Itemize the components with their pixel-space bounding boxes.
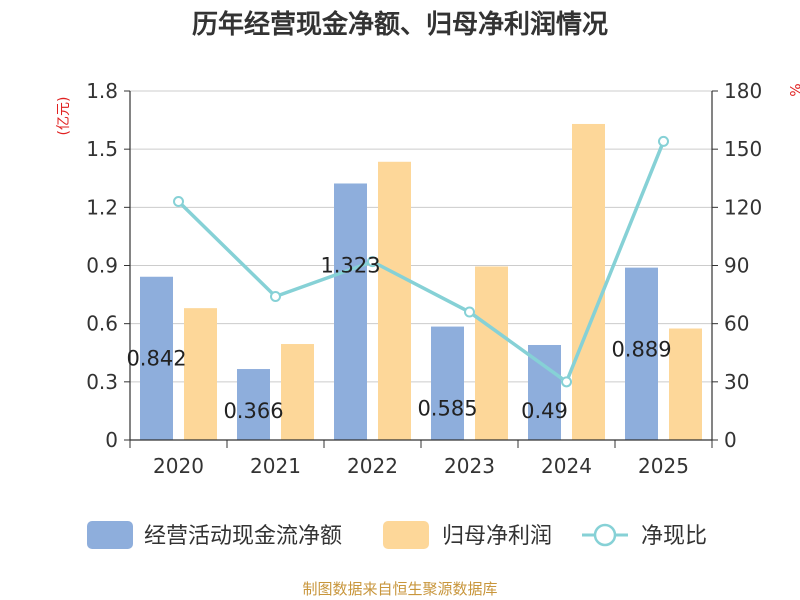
bar-cash-flow — [140, 276, 173, 440]
data-label-cash-flow: 1.323 — [320, 253, 380, 277]
left-axis-tick-label: 1.2 — [86, 195, 118, 219]
right-axis-tick-label: 0 — [724, 428, 737, 452]
right-axis-unit: % — [786, 83, 800, 96]
right-axis-tick-label: 30 — [724, 370, 749, 394]
legend-label-ratio: 净现比 — [641, 524, 707, 549]
bar-cash-flow — [334, 183, 367, 441]
data-labels: 0.842 0.366 1.323 0.585 0.49 0.889 — [126, 253, 671, 423]
ratio-point — [561, 376, 572, 388]
ratio-line-path — [177, 140, 666, 385]
bar-cash-flow — [237, 369, 270, 440]
axes: 0 0.3 0.6 0.9 1.2 1.5 1.8 0 30 60 90 120 150 180 2020 2… — [86, 79, 762, 478]
ratio-point — [270, 291, 281, 303]
bar-net-profit — [184, 308, 217, 440]
bar-net-profit — [378, 161, 411, 440]
left-axis-tick-label: 1.5 — [86, 137, 118, 161]
right-axis-tick-label: 60 — [724, 312, 749, 336]
data-label-cash-flow: 0.585 — [417, 397, 477, 421]
legend-marker-ratio — [593, 523, 617, 547]
ratio-line — [173, 135, 669, 388]
bar-cash-flow — [431, 326, 464, 440]
x-axis-tick-label: 2023 — [444, 454, 495, 478]
left-axis-tick-label: 0 — [105, 428, 118, 452]
legend-label-cash-flow: 经营活动现金流净额 — [144, 524, 342, 549]
x-axis-tick-label: 2020 — [153, 454, 204, 478]
ratio-point — [173, 196, 184, 208]
left-axis-tick-label: 1.8 — [86, 79, 118, 103]
ratio-point — [658, 135, 669, 147]
data-label-cash-flow: 0.49 — [521, 399, 568, 423]
ratio-point — [464, 306, 475, 318]
right-axis-tick-label: 150 — [724, 137, 762, 161]
data-label-cash-flow: 0.842 — [126, 347, 186, 371]
x-axis-tick-label: 2025 — [638, 454, 689, 478]
data-label-cash-flow: 0.366 — [223, 399, 283, 423]
bar-cash-flow — [625, 267, 658, 440]
ratio-point — [367, 256, 378, 268]
bars — [140, 123, 702, 441]
bar-net-profit — [572, 123, 605, 440]
left-axis-tick-label: 0.9 — [86, 254, 118, 278]
left-axis-unit: (亿元) — [56, 97, 72, 136]
legend-label-net-profit: 归母净利润 — [442, 524, 552, 549]
left-axis-tick-label: 0.6 — [86, 312, 118, 336]
x-axis-tick-label: 2022 — [347, 454, 398, 478]
bar-net-profit — [281, 344, 314, 440]
bar-net-profit — [669, 328, 702, 440]
bar-cash-flow — [528, 344, 561, 440]
chart-title: 历年经营现金净额、归母净利润情况 — [192, 9, 608, 40]
right-axis-tick-label: 180 — [724, 79, 762, 103]
legend-swatch-net-profit — [383, 521, 429, 549]
data-label-cash-flow: 0.889 — [611, 338, 671, 362]
x-axis-tick-label: 2024 — [541, 454, 592, 478]
right-axis-tick-label: 90 — [724, 254, 749, 278]
bar-net-profit — [475, 266, 508, 440]
right-axis-tick-label: 120 — [724, 195, 762, 219]
x-axis-tick-label: 2021 — [250, 454, 301, 478]
legend-swatch-cash-flow — [87, 521, 133, 549]
grid — [130, 90, 712, 383]
source-note: 制图数据来自恒生聚源数据库 — [302, 580, 497, 598]
legend: 经营活动现金流净额 归母净利润 净现比 — [87, 521, 707, 549]
left-axis-tick-label: 0.3 — [86, 370, 118, 394]
